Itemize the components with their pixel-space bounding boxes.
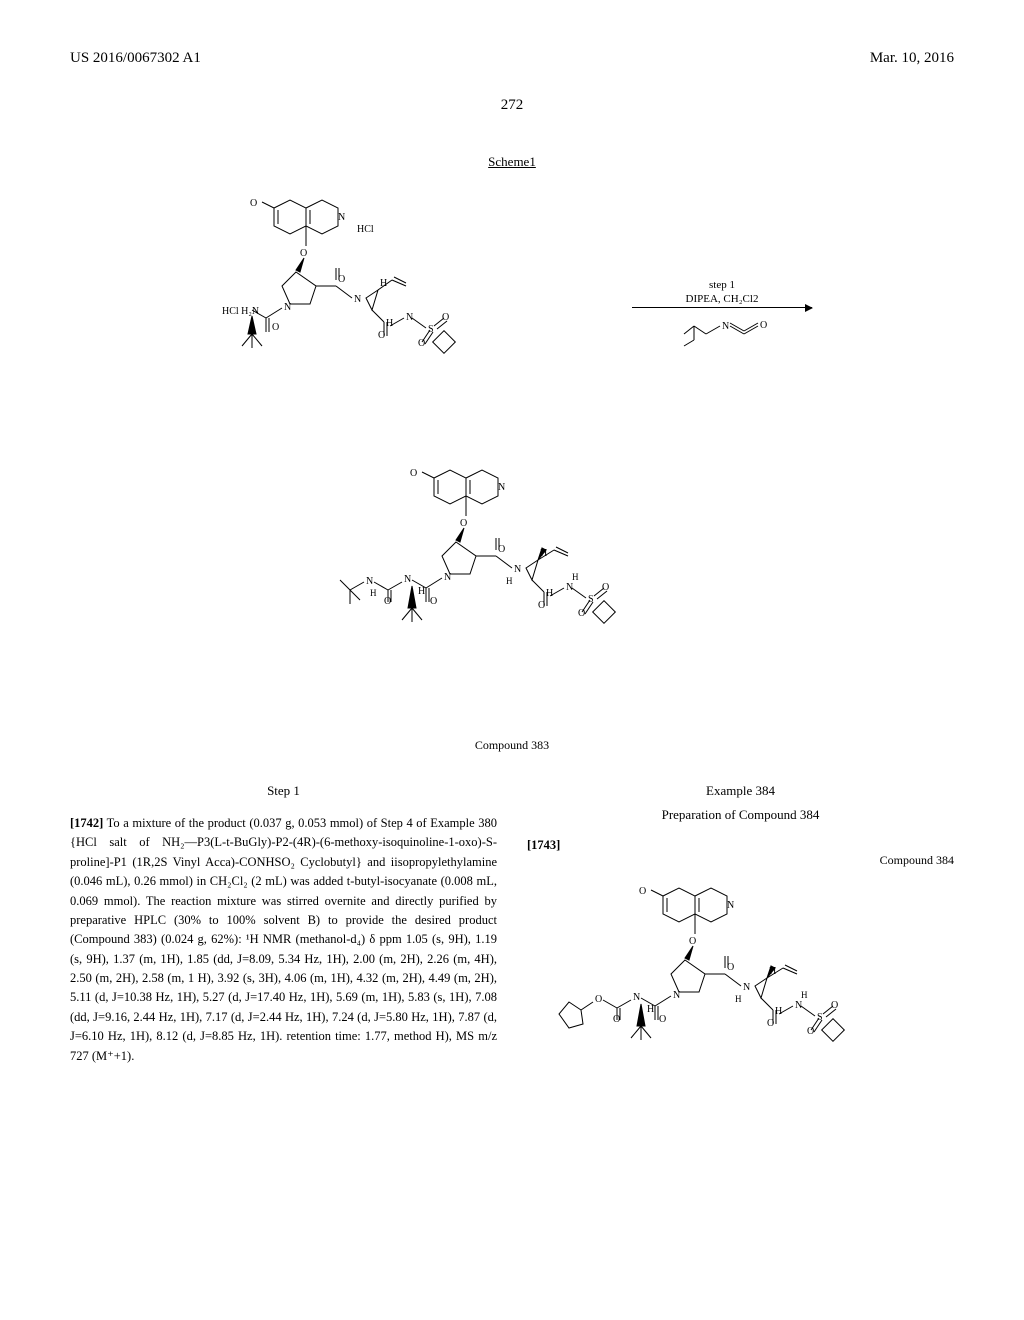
svg-text:N: N [727, 900, 734, 911]
svg-text:O: O [460, 518, 467, 529]
step-1-title: Step 1 [70, 783, 497, 799]
header-left: US 2016/0067302 A1 [70, 50, 201, 67]
svg-text:N: N [673, 990, 680, 1001]
svg-text:N: N [743, 982, 750, 993]
para-1742-number: [1742] [70, 816, 103, 830]
svg-text:O: O [430, 596, 437, 607]
prep-384-title: Preparation of Compound 384 [527, 807, 954, 823]
arrow-reagent-label: DIPEA, CH₂Cl2 [632, 293, 812, 305]
svg-text:H: H [735, 994, 742, 1004]
svg-text:O: O [442, 312, 449, 323]
svg-text:S: S [817, 1012, 823, 1023]
svg-text:N: N [514, 564, 521, 575]
isocyanate-reagent: N O [672, 312, 772, 352]
svg-text:O: O [659, 1014, 666, 1025]
svg-text:O: O [272, 322, 279, 333]
step-1-body: To a mixture of the product (0.037 g, 0.… [70, 816, 497, 1063]
svg-text:H: H [801, 990, 808, 1000]
header-right: Mar. 10, 2016 [870, 50, 954, 67]
scheme-title: Scheme1 [70, 154, 954, 170]
svg-text:O: O [300, 248, 307, 259]
arrow-step-label: step 1 [632, 279, 812, 291]
svg-text:N: N [406, 312, 413, 323]
svg-text:O: O [760, 320, 767, 331]
svg-text:N: N [722, 321, 729, 332]
svg-text:N: N [444, 572, 451, 583]
svg-text:H: H [647, 1004, 654, 1015]
svg-text:HCl: HCl [357, 224, 374, 235]
step-1-text: [1742] To a mixture of the product (0.03… [70, 814, 497, 1066]
svg-text:N: N [354, 294, 361, 305]
svg-text:HCl H₂N: HCl H₂N [222, 306, 259, 317]
svg-text:N: N [404, 574, 411, 585]
svg-text:H: H [572, 572, 579, 582]
svg-text:H: H [418, 586, 425, 597]
svg-text:N: N [498, 482, 505, 493]
compound-384-label: Compound 384 [527, 853, 954, 868]
right-column: Example 384 Preparation of Compound 384 … [527, 783, 954, 1108]
starting-material-structure: O N HCl O N [212, 190, 492, 440]
svg-text:N: N [284, 302, 291, 313]
svg-text:S: S [588, 594, 594, 605]
para-1743-number: [1743] [527, 838, 954, 853]
svg-text:N: N [366, 576, 373, 587]
compound-383-label: Compound 383 [262, 738, 762, 753]
svg-text:N: N [795, 1000, 802, 1011]
scheme-container: O N HCl O N [212, 190, 812, 753]
compound-384-structure: O N O N O N H [551, 878, 931, 1108]
page-number: 272 [70, 97, 954, 114]
svg-text:H: H [370, 588, 377, 598]
reaction-arrow: step 1 DIPEA, CH₂Cl2 N [632, 279, 812, 352]
svg-text:N: N [566, 582, 573, 593]
left-column: Step 1 [1742] To a mixture of the produc… [70, 783, 497, 1108]
svg-text:O: O [595, 994, 602, 1005]
svg-text:O: O [689, 936, 696, 947]
example-384-title: Example 384 [527, 783, 954, 799]
svg-text:O: O [250, 198, 257, 209]
svg-text:O: O [639, 886, 646, 897]
product-structure: O N O N O N [262, 460, 762, 753]
svg-text:S: S [428, 324, 434, 335]
svg-text:O: O [831, 1000, 838, 1011]
svg-text:O: O [602, 582, 609, 593]
svg-text:N: N [338, 212, 345, 223]
svg-text:O: O [410, 468, 417, 479]
svg-text:H: H [506, 576, 513, 586]
svg-text:N: N [633, 992, 640, 1003]
